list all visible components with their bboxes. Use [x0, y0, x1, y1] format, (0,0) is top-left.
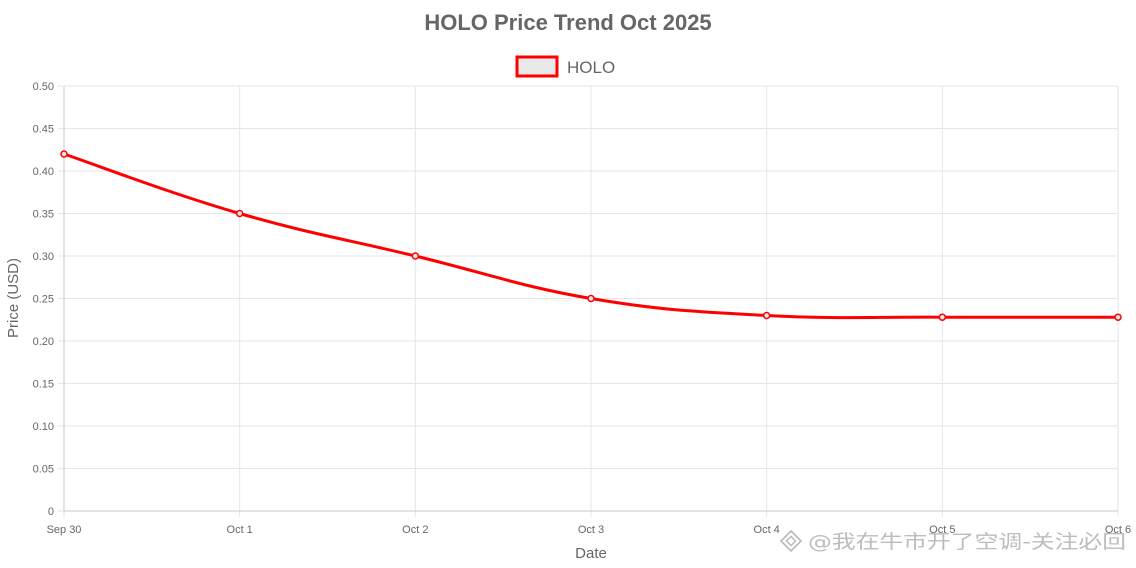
y-axis-title: Price (USD)	[5, 258, 22, 338]
series-holo	[60, 150, 1122, 321]
x-tick-label: Oct 5	[929, 524, 955, 536]
y-tick-label: 0.25	[33, 294, 54, 306]
watermark-text: @我在牛市开了空调-关注必回	[808, 531, 1126, 553]
x-axis-ticks: Sep 30 Oct 1 Oct 2 Oct 3 Oct 4 Oct 5 Oct 6	[47, 524, 1132, 536]
y-tick-label: 0.30	[33, 251, 54, 263]
y-tick-label: 0.50	[33, 81, 54, 93]
diamond-logo-icon	[779, 529, 803, 553]
data-point	[587, 294, 595, 303]
watermark: @我在牛市开了空调-关注必回	[779, 529, 1126, 553]
data-point	[1114, 313, 1122, 321]
x-tick-label: Oct 1	[227, 524, 253, 536]
legend-swatch-holo[interactable]	[515, 55, 559, 78]
y-tick-label: 0.20	[33, 336, 54, 348]
x-tick-label: Oct 4	[754, 524, 780, 536]
y-tick-label: 0.35	[33, 209, 54, 221]
data-point	[235, 209, 244, 218]
data-point	[762, 311, 771, 320]
x-tick-label: Oct 6	[1105, 524, 1131, 536]
y-axis-ticks: 0 0.05 0.10 0.15 0.20 0.25 0.30 0.35 0.40 0.45 0.5…	[33, 81, 54, 518]
x-tick-label: Sep 30	[47, 524, 82, 536]
chart-title: HOLO Price Trend Oct 2025	[424, 10, 711, 35]
data-point	[938, 313, 947, 321]
x-tick-label: Oct 3	[578, 524, 604, 536]
legend[interactable]: HOLO	[515, 55, 615, 78]
x-tick-label: Oct 2	[402, 524, 428, 536]
y-tick-label: 0.45	[33, 124, 54, 136]
data-point	[60, 150, 68, 158]
y-tick-label: 0.05	[33, 464, 54, 476]
x-axis-title: Date	[575, 545, 607, 562]
y-tick-label: 0.15	[33, 379, 54, 391]
y-tick-label: 0.40	[33, 166, 54, 178]
y-tick-label: 0	[48, 506, 54, 518]
vertical-grid	[63, 86, 1119, 517]
legend-label-holo[interactable]: HOLO	[567, 58, 615, 77]
data-point	[411, 252, 420, 260]
y-tick-label: 0.10	[33, 421, 54, 433]
